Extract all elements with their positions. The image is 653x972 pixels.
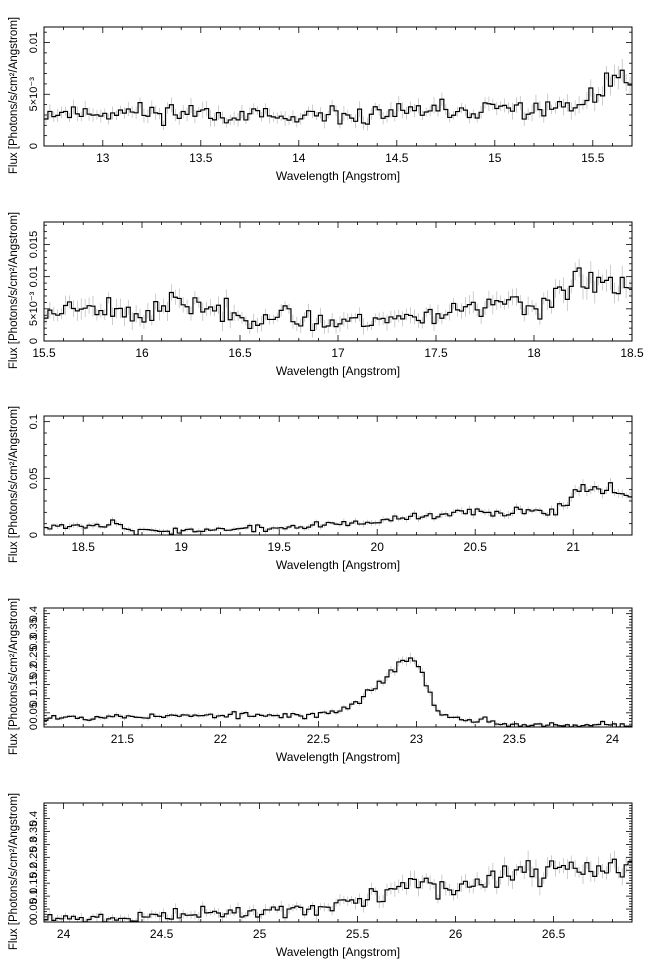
x-tick-label: 15.5 [32, 346, 56, 360]
y-tick-label: 0.05 [28, 468, 40, 489]
x-tick-label: 22 [214, 732, 228, 746]
y-tick-label: 0.01 [28, 266, 40, 287]
x-tick-label: 23.5 [503, 732, 527, 746]
y-tick-label: 0.1 [28, 414, 40, 429]
y-tick-label: 5×10⁻³ [28, 77, 40, 112]
spectrum-line [44, 69, 632, 127]
plot-frame [43, 802, 633, 923]
x-tick-label: 14.5 [385, 151, 409, 165]
x-tick-label: 15.5 [581, 151, 605, 165]
spectrum-line [44, 482, 632, 535]
x-tick-label: 22.5 [307, 732, 331, 746]
y-tick-label: 0.2 [28, 663, 40, 678]
y-tick-label: 0 [28, 338, 40, 344]
y-tick-label: 5×10⁻³ [28, 291, 40, 326]
x-tick-label: 13 [96, 151, 110, 165]
x-tick-label: 17 [331, 346, 345, 360]
y-tick-label: 0.25 [28, 645, 40, 666]
x-tick-label: 21 [567, 540, 581, 554]
y-tick-label: 0.01 [28, 32, 40, 53]
x-tick-label: 24.5 [150, 927, 174, 941]
x-axis-label: Wavelength [Angstrom] [276, 558, 400, 572]
x-tick-label: 26.5 [542, 927, 566, 941]
y-axis-label: Flux [Photons/s/cm²/Angstrom] [8, 406, 20, 563]
spectrum-group [44, 652, 632, 727]
x-tick-label: 20.5 [464, 540, 488, 554]
spectrum-group [44, 477, 632, 535]
y-tick-label: 0.05 [28, 702, 40, 723]
chart-panel-2: 15.5 16 16.5 17 17.5 18 18.5 0 5×10⁻³ 0.01 0.015 Wa… [8, 212, 644, 378]
x-tick-label: 23 [410, 732, 424, 746]
x-tick-label: 15 [488, 151, 502, 165]
plot-frame [43, 607, 633, 728]
x-tick-label: 18 [527, 346, 541, 360]
y-tick-label: 0.015 [28, 231, 40, 259]
x-tick-label: 18.5 [620, 346, 644, 360]
x-tick-label: 13.5 [189, 151, 213, 165]
y-tick-label: 0.05 [28, 898, 40, 919]
y-tick-label: 0.1 [28, 888, 40, 903]
y-tick-label: 0.35 [28, 821, 40, 842]
chart-panel-5: 24 24.5 25 25.5 26 26.500.050.10.150.20.250.3… [8, 793, 633, 959]
y-tick-label: 0.25 [28, 847, 40, 868]
y-tick-label: 0.15 [28, 872, 40, 893]
y-tick-label: 0.15 [28, 674, 40, 695]
x-axis-label: Wavelength [Angstrom] [276, 750, 400, 764]
x-tick-label: 25 [253, 927, 267, 941]
y-tick-label: 0.2 [28, 863, 40, 878]
x-tick-label: 20 [371, 540, 385, 554]
plot-frame [43, 415, 633, 536]
x-tick-label: 21.5 [111, 732, 135, 746]
x-tick-label: 25.5 [346, 927, 370, 941]
spectrum-line [44, 267, 632, 332]
x-tick-label: 26 [449, 927, 463, 941]
x-tick-label: 18.5 [72, 540, 96, 554]
spectrum-group [44, 850, 632, 922]
y-tick-label: 0.1 [28, 691, 40, 706]
y-tick-label: 0.3 [28, 634, 40, 649]
y-axis-label: Flux [Photons/s/cm²/Angstrom] [8, 598, 20, 755]
y-tick-label: 0.4 [28, 606, 40, 621]
x-tick-label: 24 [606, 732, 620, 746]
spectrum-line [44, 657, 632, 727]
spectrum-group [44, 258, 632, 338]
x-tick-label: 24 [57, 927, 71, 941]
y-axis-label: Flux [Photons/s/cm²/Angstrom] [8, 17, 20, 174]
x-tick-label: 16 [135, 346, 149, 360]
x-tick-label: 19.5 [268, 540, 292, 554]
y-tick-label: 0 [28, 532, 40, 538]
spectrum-line [44, 858, 632, 922]
y-axis-label: Flux [Photons/s/cm²/Angstrom] [8, 793, 20, 950]
x-axis-label: Wavelength [Angstrom] [276, 945, 400, 959]
y-tick-label: 0 [28, 919, 40, 925]
chart-panel-3: 18.5 19 19.5 20 20.5 21 0 0.05 0.1 Wavelength [An… [8, 406, 633, 572]
x-tick-label: 16.5 [228, 346, 252, 360]
y-tick-label: 0.3 [28, 837, 40, 852]
y-tick-label: 0.35 [28, 617, 40, 638]
x-tick-label: 17.5 [424, 346, 448, 360]
chart-panel-4: 21.5 22 22.5 23 23.5 2400.050.10.150.20.250.3… [8, 598, 633, 764]
x-axis-label: Wavelength [Angstrom] [276, 169, 400, 183]
y-axis-label: Flux [Photons/s/cm²/Angstrom] [8, 212, 20, 369]
x-tick-label: 14 [292, 151, 306, 165]
y-tick-label: 0 [28, 143, 40, 149]
plot-frame [43, 26, 633, 147]
x-axis-label: Wavelength [Angstrom] [276, 364, 400, 378]
y-tick-label: 0.4 [28, 811, 40, 826]
x-tick-label: 19 [175, 540, 189, 554]
chart-panel-1: 13 13.5 14 14.5 15 15.5 0 5×10⁻³ 0.01 Wavelength … [8, 17, 633, 183]
spectrum-group [44, 59, 632, 131]
y-tick-label: 0 [28, 724, 40, 730]
